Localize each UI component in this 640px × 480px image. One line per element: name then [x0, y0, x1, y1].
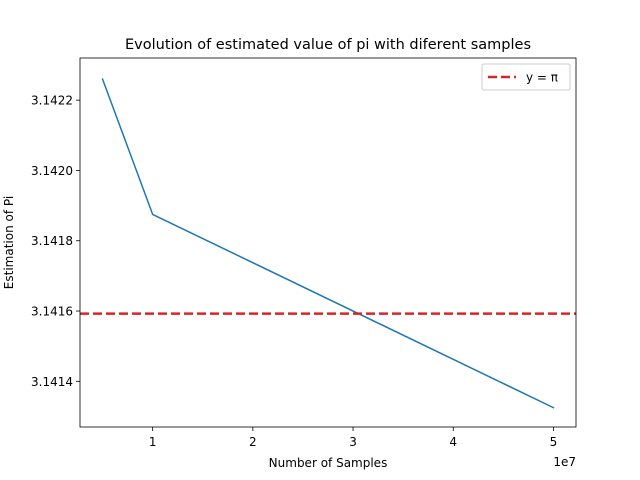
- y-axis-ticks: 3.1414 3.1416 3.1418 3.1420 3.1422: [31, 94, 80, 389]
- y-tick-label: 3.1420: [31, 164, 73, 178]
- legend-label-pi: y = π: [526, 71, 558, 85]
- chart-title: Evolution of estimated value of pi with …: [125, 37, 531, 53]
- y-tick-label: 3.1416: [31, 305, 73, 319]
- plot-area: [80, 58, 576, 427]
- x-axis-ticks: 1 2 3 4 5: [149, 427, 557, 449]
- series-line-estimate: [101, 78, 555, 409]
- x-tick-label: 1: [149, 435, 157, 449]
- x-tick-label: 2: [249, 435, 257, 449]
- y-tick-label: 3.1422: [31, 94, 73, 108]
- x-tick-label: 3: [349, 435, 357, 449]
- x-tick-label: 4: [449, 435, 457, 449]
- plot-marks: [80, 78, 576, 409]
- axes-frame: [79, 57, 577, 428]
- y-axis-label: Estimation of Pi: [2, 196, 16, 289]
- legend-box: [481, 63, 571, 91]
- y-tick-label: 3.1418: [31, 234, 73, 248]
- legend: y = π: [481, 63, 571, 91]
- x-tick-label: 5: [550, 435, 558, 449]
- x-axis-offset-label: 1e7: [553, 455, 576, 469]
- x-axis-label: Number of Samples: [269, 456, 388, 470]
- y-tick-label: 3.1414: [31, 375, 73, 389]
